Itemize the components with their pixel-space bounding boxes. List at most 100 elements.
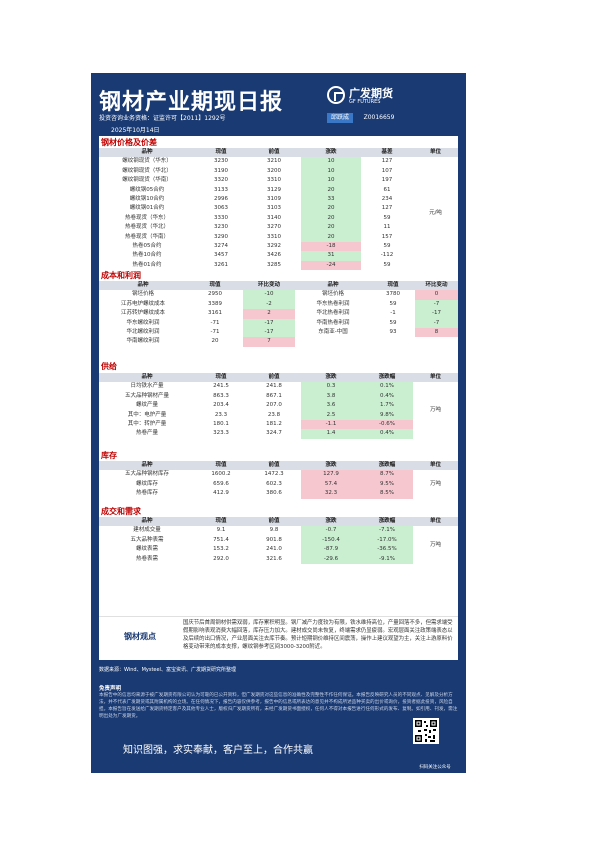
table-cell: -9.1% [361,554,413,565]
row-label: 热卷现货（华东） [124,214,169,221]
table-cell: 59 [389,319,397,326]
table-cell: 9.8% [361,410,413,421]
row-label: 螺纹钢01合约 [129,205,165,212]
table-cell: 9.1 [216,527,226,534]
table-header-row: 品种 现值 前值 涨跌 涨跌幅 单位 [99,461,458,471]
section-title-demand: 成交和需求 [101,507,141,516]
table-cell: -0.6% [361,420,413,430]
column-header: 涨跌 [301,461,361,471]
row-label: 钢坯价格 [321,291,344,298]
content-panel: 钢材价格及价差 品种 现值 前值 涨跌 基差 单位 螺纹钢现货（华东） 3230 3210 10 1… [99,136,458,660]
table-cell: 321.6 [266,555,282,562]
table-cell: -36.5% [361,545,413,555]
table-cell: 3389 [208,300,222,307]
table-cell: 157 [381,233,393,240]
company-slogan: 知识图强，求实奉献，客户至上，合作共赢 [123,745,313,756]
price-table: 品种 现值 前值 涨跌 基差 单位 螺纹钢现货（华东） 3230 3210 10 127 元/吨 螺纹钢… [99,148,458,271]
table-cell: 59 [383,261,391,268]
table-row: 其中：电炉产量 23.3 23.8 2.5 9.8% [99,410,458,421]
row-label: 螺纹产量 [135,402,158,409]
table-cell: 3780 [386,291,400,298]
table-row: 其中：转炉产量 180.1 181.2 -1.1 -0.6% [99,420,458,430]
table-row: 热卷库存 412.9 380.6 32.3 8.5% [99,489,458,499]
table-cell: 1472.3 [264,471,284,478]
table-cell: 127.9 [301,470,361,480]
row-label: 其中：电炉产量 [127,411,167,418]
table-cell: 20 [211,338,219,345]
table-cell: 33 [301,195,361,205]
row-label: 华东热卷利润 [316,300,350,307]
row-label: 热卷产量 [135,430,158,437]
section-title-inventory: 库存 [101,451,117,460]
report-title: 钢材产业期现日报 [99,90,284,115]
column-header: 现值 [195,461,247,471]
row-label: 螺纹钢现货（华东） [122,158,172,165]
row-label: 螺纹钢现货（华北） [122,167,172,174]
row-label: 热卷10合约 [132,252,162,259]
table-cell: 3.6 [301,401,361,411]
opinion-label: 钢材观点 [124,632,156,641]
data-source: 数据来源：Wind、Mysteel、富宝资讯、广发期货研究所整理 [99,667,236,673]
column-header: 单位 [413,461,458,471]
column-header: 涨跌幅 [361,373,413,383]
qr-code-icon[interactable] [413,718,439,744]
analyst-name: 邱跃成 [327,113,353,123]
table-cell: 20 [301,204,361,214]
unit-cell: 万吨 [429,406,441,413]
table-cell: 1600.2 [211,471,231,478]
table-cell: 10 [301,157,361,167]
table-cell: 3285 [267,261,281,268]
table-header-row: 品种 现值 环比变动 品种 现值 环比变动 [99,281,458,291]
column-header: 涨跌 [301,373,361,383]
table-cell: 3426 [267,252,281,259]
table-cell: 324.7 [266,430,282,437]
table-row: 五大品种表需 751.4 901.8 -150.4 -17.0% [99,535,458,546]
table-cell: 241.5 [213,383,229,390]
table-cell [371,337,415,346]
table-cell: -1 [390,310,396,317]
row-label: 螺纹钢现货（华南） [122,177,172,184]
table-cell: 180.1 [213,421,229,428]
column-header: 单位 [413,148,458,158]
table-cell: 32.3 [301,489,361,499]
table-cell: 197 [381,177,393,184]
table-cell: 11 [383,224,391,231]
row-label: 热卷表需 [135,555,158,562]
table-row: 螺纹钢现货（华东） 3230 3210 10 127 元/吨 [99,157,458,216]
logo-mark-icon [327,86,345,104]
table-row: 建材成交量 9.1 9.8 -0.7 -7.1% 万吨 [99,526,458,548]
table-header-row: 品种 现值 前值 涨跌 涨跌幅 单位 [99,373,458,383]
table-cell: 3.8 [301,391,361,402]
table-cell: -150.4 [301,535,361,546]
table-cell: 20 [301,232,361,243]
column-header: 前值 [247,461,301,471]
column-header: 涨跌幅 [361,461,413,471]
table-cell: -7 [415,299,458,310]
table-cell: 8 [415,328,458,338]
column-header: 品种 [99,517,195,527]
row-label: 五大品种钢材库存 [124,471,169,478]
table-cell: 867.1 [266,392,282,399]
table-cell: 1.4 [301,429,361,439]
table-cell: 241.8 [266,383,282,390]
table-row: 螺纹钢现货（华南） 3320 3310 10 197 [99,176,458,186]
table-cell: 3161 [208,310,222,317]
table-row: 日均铁水产量 241.5 241.8 0.3 0.1% 万吨 [99,382,458,413]
table-cell: 59 [389,300,397,307]
logo-name: 广发期货 [349,87,393,100]
section-title-supply: 供给 [101,362,117,371]
table-cell: 3103 [267,205,281,212]
row-label: 热卷现货（华南） [124,233,169,240]
report-date: 2025年10月14日 [111,127,160,134]
column-header: 现值 [371,281,415,291]
logo-name-en: GF FUTURES [349,99,381,105]
row-label: 华北螺纹利润 [126,329,160,336]
row-label: 热卷01合约 [132,261,162,268]
row-label: 螺纹库存 [135,480,158,487]
column-header: 涨跌幅 [361,517,413,527]
report-sheet: 钢材产业期现日报 投资咨询业务资格：证监许可【2011】1292号 2025年1… [91,73,466,773]
disclaimer-title: 免责声明 [99,686,122,692]
unit-cell: 元/吨 [429,210,442,217]
table-header-row: 品种 现值 前值 涨跌 基差 单位 [99,148,458,158]
demand-table: 品种 现值 前值 涨跌 涨跌幅 单位 建材成交量 9.1 9.8 -0.7 -7.1% 万吨 五大品种表… [99,517,458,565]
